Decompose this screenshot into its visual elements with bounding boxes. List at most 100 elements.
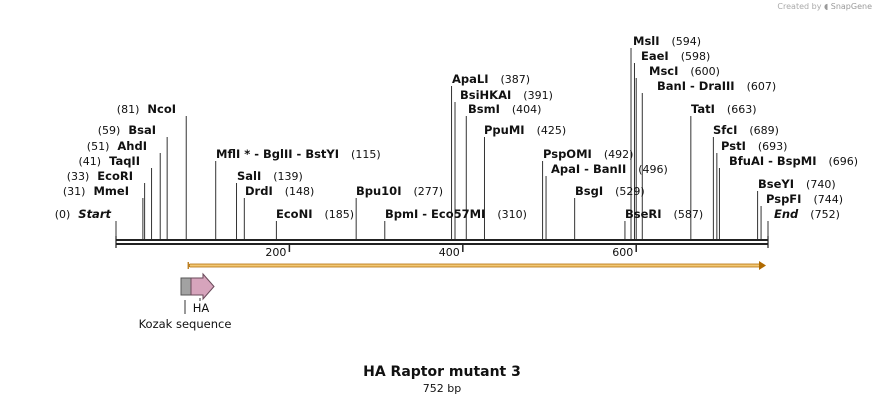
site-name[interactable]: BsmI — [468, 102, 500, 116]
site-bsihkai[interactable]: BsiHKAI (391) — [460, 88, 553, 102]
site-position: (51) — [87, 140, 110, 153]
site-position: (185) — [324, 208, 354, 221]
site-position: (59) — [98, 124, 121, 137]
site-bsmi[interactable]: BsmI (404) — [468, 102, 541, 116]
site-end[interactable]: End (752) — [774, 207, 840, 221]
site-sali[interactable]: SalI (139) — [237, 169, 303, 183]
site-name[interactable]: PspFI — [766, 192, 801, 206]
site-ecori[interactable]: EcoRI (33) — [67, 169, 133, 183]
credit-prefix: Created by — [777, 2, 822, 11]
site-position: (529) — [615, 185, 645, 198]
site-name[interactable]: Start — [78, 207, 111, 221]
snapgene-logo-icon: ◖ — [823, 2, 829, 11]
feature-ha[interactable]: HA — [190, 272, 215, 315]
axis-ticks: 200 400 600 — [265, 244, 637, 259]
kozak-box[interactable] — [180, 277, 192, 296]
site-name[interactable]: NcoI — [147, 102, 176, 116]
site-position: (115) — [351, 148, 381, 161]
orf-bar[interactable] — [188, 263, 761, 268]
site-msci[interactable]: MscI (600) — [649, 64, 720, 78]
site-name[interactable]: EcoNI — [276, 207, 312, 221]
ha-arrow-icon[interactable] — [190, 272, 215, 301]
site-drdi[interactable]: DrdI (148) — [245, 184, 314, 198]
site-ppumi[interactable]: PpuMI (425) — [484, 123, 566, 137]
site-apai-banii[interactable]: ApaI - BanII (496) — [551, 162, 668, 176]
site-labels: Start (0) MmeI (31) EcoRI (33) TaqII (41) AhdI (5… — [55, 34, 858, 221]
site-name[interactable]: MmeI — [93, 184, 129, 198]
site-position: (693) — [758, 140, 788, 153]
site-ahdi[interactable]: AhdI (51) — [87, 139, 147, 153]
site-position: (600) — [690, 65, 720, 78]
site-name[interactable]: AhdI — [117, 139, 147, 153]
site-name[interactable]: SalI — [237, 169, 261, 183]
site-start[interactable]: Start (0) — [55, 207, 112, 221]
site-name[interactable]: BsgI — [575, 184, 603, 198]
site-name[interactable]: PpuMI — [484, 123, 525, 137]
snapgene-credit: Created by ◖ SnapGene — [777, 2, 872, 11]
site-psti[interactable]: PstI (693) — [721, 139, 787, 153]
site-name[interactable]: BseRI — [625, 207, 662, 221]
site-name[interactable]: Bpu10I — [356, 184, 401, 198]
kozak-label: Kozak sequence — [139, 317, 232, 331]
site-bsai[interactable]: BsaI (59) — [98, 123, 156, 137]
site-tati[interactable]: TatI (663) — [691, 102, 757, 116]
site-name[interactable]: ApaI - BanII — [551, 162, 626, 176]
site-msli[interactable]: MslI (594) — [633, 34, 701, 48]
site-name[interactable]: BpmI - Eco57MI — [385, 207, 485, 221]
site-name[interactable]: End — [774, 207, 799, 221]
axis-tick-label: 200 — [265, 246, 286, 259]
site-position: (277) — [413, 185, 443, 198]
site-name[interactable]: MscI — [649, 64, 678, 78]
site-name[interactable]: TatI — [691, 102, 715, 116]
site-bsgi[interactable]: BsgI (529) — [575, 184, 645, 198]
site-position: (740) — [806, 178, 836, 191]
site-ncoi[interactable]: NcoI (81) — [117, 102, 176, 116]
site-position: (387) — [501, 73, 531, 86]
site-eaei[interactable]: EaeI (598) — [641, 49, 710, 63]
site-mfli-bglii-bstyi[interactable]: MflI * - BglII - BstYI (115) — [216, 147, 381, 161]
site-bfuai-bspmi[interactable]: BfuAI - BspMI (696) — [729, 154, 858, 168]
site-bpu10i[interactable]: Bpu10I (277) — [356, 184, 443, 198]
site-name[interactable]: PstI — [721, 139, 746, 153]
site-name[interactable]: MflI * - BglII - BstYI — [216, 147, 339, 161]
site-position: (752) — [810, 208, 840, 221]
feature-kozak[interactable]: Kozak sequence — [139, 277, 232, 331]
site-pspomi[interactable]: PspOMI (492) — [543, 147, 633, 161]
site-bseri[interactable]: BseRI (587) — [625, 207, 703, 221]
site-name[interactable]: ApaLI — [452, 72, 489, 86]
site-name[interactable]: BfuAI - BspMI — [729, 154, 816, 168]
site-position: (139) — [273, 170, 303, 183]
orf-arrowhead-icon — [759, 261, 766, 270]
site-mmei[interactable]: MmeI (31) — [63, 184, 129, 198]
feature-orf[interactable] — [187, 261, 766, 270]
site-bseyi[interactable]: BseYI (740) — [758, 177, 836, 191]
site-apali[interactable]: ApaLI (387) — [452, 72, 530, 86]
site-name[interactable]: MslI — [633, 34, 660, 48]
site-taqii[interactable]: TaqII (41) — [78, 154, 140, 168]
site-name[interactable]: TaqII — [109, 154, 140, 168]
site-position: (310) — [497, 208, 527, 221]
site-name[interactable]: EcoRI — [97, 169, 133, 183]
site-name[interactable]: BsiHKAI — [460, 88, 511, 102]
site-name[interactable]: DrdI — [245, 184, 273, 198]
site-name[interactable]: PspOMI — [543, 147, 592, 161]
site-bpmi-eco57mi[interactable]: BpmI - Eco57MI (310) — [385, 207, 527, 221]
ha-label: HA — [193, 301, 210, 315]
site-sfci[interactable]: SfcI (689) — [713, 123, 779, 137]
site-position: (33) — [67, 170, 90, 183]
site-name[interactable]: EaeI — [641, 49, 669, 63]
site-name[interactable]: SfcI — [713, 123, 737, 137]
site-bani-draiii[interactable]: BanI - DraIII (607) — [657, 79, 776, 93]
site-name[interactable]: BanI - DraIII — [657, 79, 735, 93]
site-position: (492) — [604, 148, 634, 161]
site-econi[interactable]: EcoNI (185) — [276, 207, 354, 221]
sequence-backbone — [115, 236, 769, 248]
site-position: (41) — [78, 155, 101, 168]
site-name[interactable]: BseYI — [758, 177, 794, 191]
site-position: (391) — [523, 89, 553, 102]
site-pspfi[interactable]: PspFI (744) — [766, 192, 843, 206]
site-position: (744) — [813, 193, 843, 206]
site-name[interactable]: BsaI — [128, 123, 156, 137]
site-position: (404) — [512, 103, 542, 116]
